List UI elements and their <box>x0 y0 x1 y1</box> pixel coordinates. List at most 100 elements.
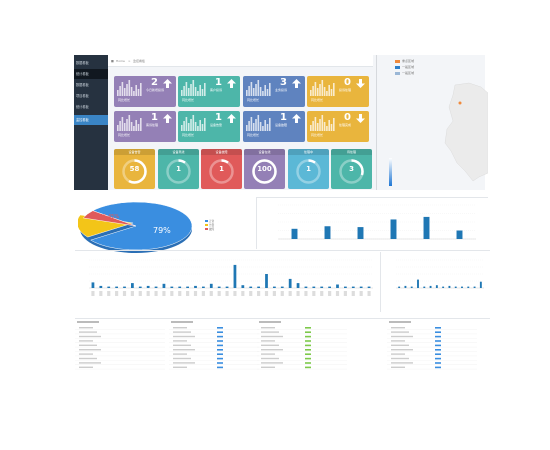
table-cell <box>261 362 283 364</box>
x-tick-label <box>241 291 245 296</box>
bar <box>398 286 401 288</box>
table-cell <box>173 349 195 351</box>
tile-label: 客诉处理 <box>146 123 159 127</box>
gauge-card[interactable]: 设备故障 1 <box>201 149 242 189</box>
bar <box>479 281 482 288</box>
x-tick-label <box>138 291 142 296</box>
stat-tile[interactable]: 0 投诉处理 同比增长 <box>307 76 369 107</box>
gauge-card[interactable]: 处理中 1 <box>288 149 329 189</box>
gauge-title: 设备故障 <box>201 149 242 155</box>
bar <box>257 286 260 288</box>
table-cell <box>261 335 283 338</box>
stat-tile[interactable]: 2 今日新增投诉 同比增长 <box>114 76 176 107</box>
arrow-up-icon <box>292 114 301 123</box>
bar <box>273 286 276 288</box>
table-badge <box>305 366 311 369</box>
bar <box>162 283 166 288</box>
bar <box>194 285 197 288</box>
sidebar-item[interactable]: 项目看板 <box>76 94 89 98</box>
bar <box>448 285 451 288</box>
x-tick-label <box>130 291 134 296</box>
pie-slice <box>82 210 137 227</box>
bar <box>178 286 182 288</box>
divider <box>256 197 488 198</box>
table-cell <box>79 344 97 346</box>
stat-tile[interactable]: 1 设备故障 同比增长 <box>243 111 305 142</box>
bar <box>473 286 476 288</box>
sidebar-item[interactable]: 数据看板 <box>76 61 89 65</box>
gauge-card[interactable]: 待处理 3 <box>331 149 372 189</box>
x-tick-label <box>351 291 355 296</box>
gauge-title: 处理中 <box>288 149 329 155</box>
stat-tile[interactable]: 3 业务投诉 同比增长 <box>243 76 305 107</box>
table-cell <box>391 331 409 333</box>
legend-swatch <box>205 224 208 226</box>
table-cell <box>79 331 97 333</box>
sidebar-item-active[interactable]: 监控看板 <box>74 115 108 125</box>
x-tick-label <box>107 291 111 296</box>
tile-label: 设备故障 <box>275 123 288 127</box>
x-tick-label <box>359 291 363 296</box>
tile-footer: 同比增长 <box>118 133 131 137</box>
table-badge <box>435 331 441 333</box>
x-tick-label <box>122 291 127 296</box>
table-cell <box>173 353 187 355</box>
bar <box>312 286 316 288</box>
stat-tile[interactable]: 1 客户投诉 同比增长 <box>178 76 240 107</box>
bar <box>99 285 103 288</box>
bar <box>202 286 205 288</box>
table-badge <box>435 366 441 369</box>
sidebar-item[interactable]: 数据看板 <box>76 83 89 87</box>
table-cell <box>261 340 275 342</box>
sidebar-item[interactable]: 统计看板 <box>76 105 89 109</box>
gauge-card[interactable]: 设备告警 58 <box>114 149 155 189</box>
bar <box>115 286 118 288</box>
map-legend-item: 一般区域 <box>395 71 414 75</box>
table-cell <box>173 335 195 338</box>
arrow-up-icon <box>163 114 172 123</box>
skyline-icon <box>246 80 271 96</box>
data-tables <box>75 321 477 370</box>
bar <box>249 286 253 288</box>
table-header <box>77 321 99 323</box>
tile-footer: 同比增长 <box>182 133 195 137</box>
pie-legend-item: 告警 <box>205 223 245 227</box>
table-badge <box>305 335 311 338</box>
stat-tile[interactable]: 1 客诉处理 同比增长 <box>114 111 176 142</box>
table-cell <box>79 335 101 338</box>
sidebar-item[interactable]: 统计看板 <box>74 69 108 79</box>
gauge-value: 3 <box>349 165 354 173</box>
bar <box>217 286 221 288</box>
bar <box>186 286 189 288</box>
dashboard-screenshot: 数据看板 统计看板 数据看板 项目看板 统计看板 监控看板 ■ Home > 监… <box>74 55 485 190</box>
divider <box>380 252 381 312</box>
stat-tile[interactable]: 1 设备告警 同比增长 <box>178 111 240 142</box>
pie-label: 79% <box>153 226 171 235</box>
x-tick-label <box>272 291 276 296</box>
table-badge <box>305 362 311 364</box>
x-tick-label <box>328 291 332 296</box>
tile-footer: 同比增长 <box>247 98 260 102</box>
table-badge <box>217 357 223 360</box>
home-icon[interactable]: ■ <box>111 59 114 63</box>
bar <box>435 285 438 288</box>
x-tick-label <box>154 291 158 296</box>
table-badge <box>435 344 441 347</box>
x-tick-label <box>209 291 213 296</box>
table-cell <box>79 362 101 364</box>
x-tick-label <box>312 291 316 296</box>
breadcrumb-separator: > <box>128 59 131 63</box>
tile-value: 1 <box>280 112 287 123</box>
table-badge <box>435 362 441 364</box>
breadcrumb-home[interactable]: Home <box>116 59 125 63</box>
gauge-card[interactable]: 设备在线 100 <box>244 149 285 189</box>
table-cell <box>79 357 97 360</box>
divider <box>376 55 377 190</box>
table-cell <box>391 353 405 355</box>
stat-tile[interactable]: 0 处理完成 同比增长 <box>307 111 369 142</box>
bar <box>265 274 268 288</box>
bar-chart-right <box>396 259 484 289</box>
bar <box>456 230 463 239</box>
gauge-card[interactable]: 设备离线 1 <box>158 149 199 189</box>
tile-value: 2 <box>151 77 158 88</box>
